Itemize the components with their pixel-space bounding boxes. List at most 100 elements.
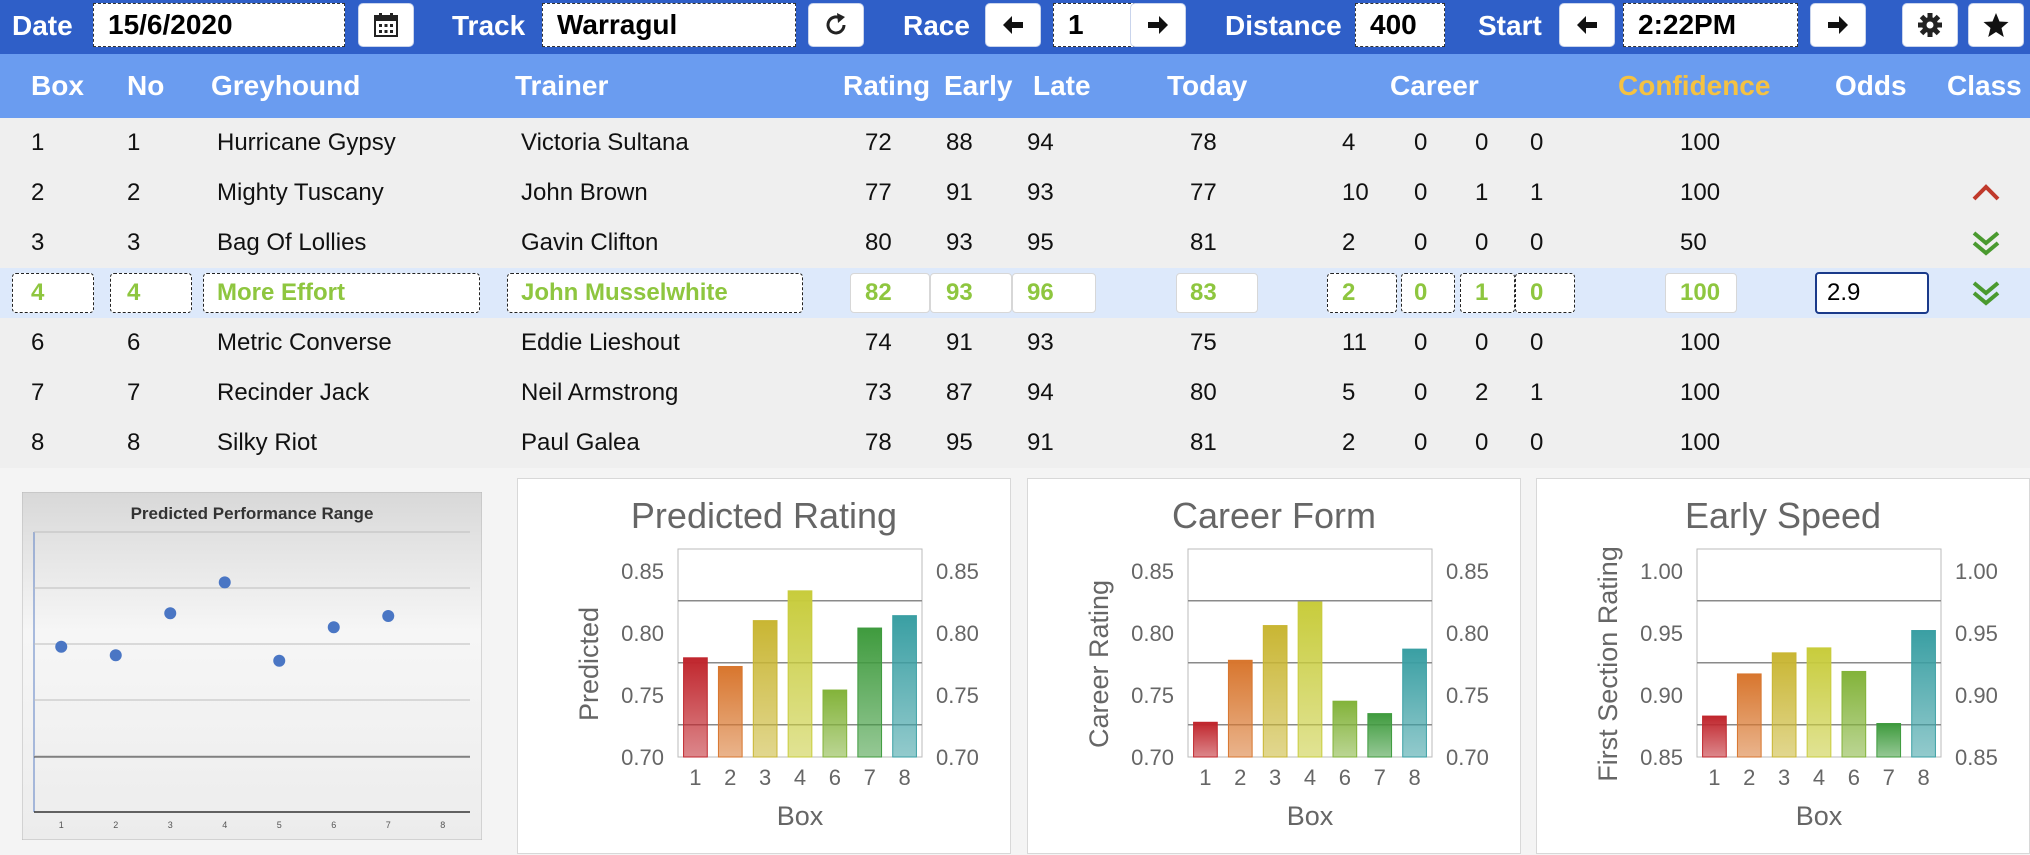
double-chevron-down-icon[interactable] — [1970, 277, 2002, 309]
chart-title: Predicted Performance Range — [131, 504, 374, 523]
track-field[interactable]: Warragul — [542, 3, 796, 47]
x-axis-label: Box — [1796, 801, 1843, 831]
bar — [1193, 721, 1218, 758]
greyhound-cell: Metric Converse — [217, 329, 392, 356]
track-label: Track — [452, 10, 526, 41]
career-thirds-cell: 0 — [1530, 129, 1544, 156]
bar — [717, 665, 743, 758]
rating-cell: 82 — [865, 279, 892, 306]
start-prev-button[interactable] — [1559, 3, 1615, 47]
col-career[interactable]: Career — [1390, 70, 1479, 101]
career-wins-cell: 0 — [1414, 379, 1428, 406]
col-box[interactable]: Box — [31, 70, 84, 101]
today-cell: 81 — [1190, 229, 1217, 256]
start-time-field[interactable]: 2:22PM — [1623, 3, 1798, 47]
table-row[interactable]: 8 8 Silky Riot Paul Galea 78 95 91 81 2 0 0 0 100 — [0, 418, 2030, 468]
col-odds[interactable]: Odds — [1835, 70, 1907, 101]
col-no[interactable]: No — [127, 70, 165, 101]
date-field[interactable]: 15/6/2020 — [93, 3, 345, 47]
x-tick-label: 6 — [829, 765, 841, 790]
x-tick-label: 1 — [59, 820, 64, 830]
late-cell: 91 — [1027, 429, 1054, 456]
bar — [1367, 713, 1393, 758]
x-tick-label: 6 — [331, 820, 336, 830]
distance-field[interactable]: 400 — [1355, 3, 1445, 47]
odds-input[interactable]: 2.9 — [1815, 272, 1929, 314]
race-prev-button[interactable] — [985, 3, 1041, 47]
cell-frame — [1460, 273, 1515, 313]
bar — [1402, 648, 1427, 758]
col-early[interactable]: Early — [944, 70, 1013, 101]
x-tick-label: 1 — [689, 765, 701, 790]
col-class[interactable]: Class — [1947, 70, 2022, 101]
x-tick-label: 7 — [386, 820, 391, 830]
x-tick-label: 6 — [1339, 765, 1351, 790]
cell-frame — [110, 273, 192, 313]
no-cell: 6 — [127, 329, 141, 356]
y-tick-label: 0.70 — [621, 745, 664, 770]
early-speed-panel: Early Speed 0.85 0.85 0.90 0.90 0.95 0.95 1.00… — [1536, 478, 2030, 854]
confidence-cell: 100 — [1680, 379, 1721, 406]
today-cell: 78 — [1190, 129, 1217, 156]
x-tick-label: 2 — [724, 765, 736, 790]
career-thirds-cell: 0 — [1530, 229, 1544, 256]
x-tick-label: 4 — [1304, 765, 1316, 790]
chart-title: Career Form — [1171, 495, 1377, 536]
table-row[interactable]: 6 6 Metric Converse Eddie Lieshout 74 91 93 75 1… — [0, 318, 2030, 368]
predicted-performance-range-chart: Predicted Performance Range 1 2 3 4 5 6 7 8 — [22, 492, 482, 840]
table-row[interactable]: 1 1 Hurricane Gypsy Victoria Sultana 72 88 94 7… — [0, 118, 2030, 168]
x-tick-label: 3 — [1778, 765, 1790, 790]
col-trainer[interactable]: Trainer — [515, 70, 609, 101]
bar — [1806, 647, 1832, 758]
bar — [1876, 723, 1902, 758]
calendar-button[interactable] — [358, 3, 414, 47]
x-tick-label: 6 — [1848, 765, 1860, 790]
cell-frame — [850, 273, 930, 313]
trainer-cell: Eddie Lieshout — [521, 329, 680, 356]
col-late[interactable]: Late — [1033, 70, 1091, 101]
y2-tick-label: 0.85 — [1446, 559, 1489, 584]
career-wins-cell: 0 — [1414, 279, 1428, 306]
col-greyhound[interactable]: Greyhound — [211, 70, 361, 101]
start-label: Start — [1478, 10, 1542, 41]
no-cell: 1 — [127, 129, 141, 156]
col-confidence[interactable]: Confidence — [1618, 70, 1771, 101]
greyhound-cell: Recinder Jack — [217, 379, 370, 406]
col-today[interactable]: Today — [1167, 70, 1248, 101]
race-next-button[interactable] — [1130, 3, 1186, 47]
favorite-button[interactable] — [1968, 3, 2024, 47]
x-tick-label: 2 — [1743, 765, 1755, 790]
no-cell: 7 — [127, 379, 141, 406]
y2-tick-label: 0.80 — [1446, 621, 1489, 646]
confidence-cell: 100 — [1680, 129, 1721, 156]
col-rating[interactable]: Rating — [843, 70, 931, 101]
table-row[interactable]: 4 4 More Effort John Musselwhite 82 93 96 83 2 0 1… — [0, 268, 2030, 318]
today-cell: 80 — [1190, 379, 1217, 406]
refresh-button[interactable] — [808, 3, 864, 47]
x-axis-label: Box — [1287, 801, 1334, 831]
bar — [1771, 652, 1797, 758]
y-tick-label: 0.85 — [1131, 559, 1174, 584]
confidence-cell: 100 — [1680, 179, 1721, 206]
arrow-right-icon — [1828, 16, 1848, 34]
x-tick-label: 1 — [1199, 765, 1211, 790]
table-row[interactable]: 2 2 Mighty Tuscany John Brown 77 91 93 77 10 0 1 1 1… — [0, 168, 2030, 218]
trainer-cell: Paul Galea — [521, 429, 640, 456]
settings-button[interactable] — [1902, 3, 1958, 47]
y2-tick-label: 0.95 — [1955, 621, 1998, 646]
y-tick-label: 0.70 — [1131, 745, 1174, 770]
chevron-up-icon[interactable] — [1970, 177, 2002, 209]
early-cell: 93 — [946, 279, 973, 306]
no-cell: 8 — [127, 429, 141, 456]
x-tick-label: 3 — [168, 820, 173, 830]
predicted-rating-chart: 0.70 0.70 0.75 0.75 0.80 0.80 0.85 0.85 1 2 3 4 6 7 8 B… — [574, 548, 979, 831]
start-next-button[interactable] — [1810, 3, 1866, 47]
table-row[interactable]: 7 7 Recinder Jack Neil Armstrong 73 87 94 80 5 0 2… — [0, 368, 2030, 418]
bar — [683, 657, 708, 758]
career-wins-cell: 0 — [1414, 129, 1428, 156]
table-row[interactable]: 3 3 Bag Of Lollies Gavin Clifton 80 93 95 81 2 0 0… — [0, 218, 2030, 268]
y2-tick-label: 0.75 — [936, 683, 979, 708]
x-tick-label: 5 — [277, 820, 282, 830]
today-cell: 77 — [1190, 179, 1217, 206]
double-chevron-down-icon[interactable] — [1970, 227, 2002, 259]
